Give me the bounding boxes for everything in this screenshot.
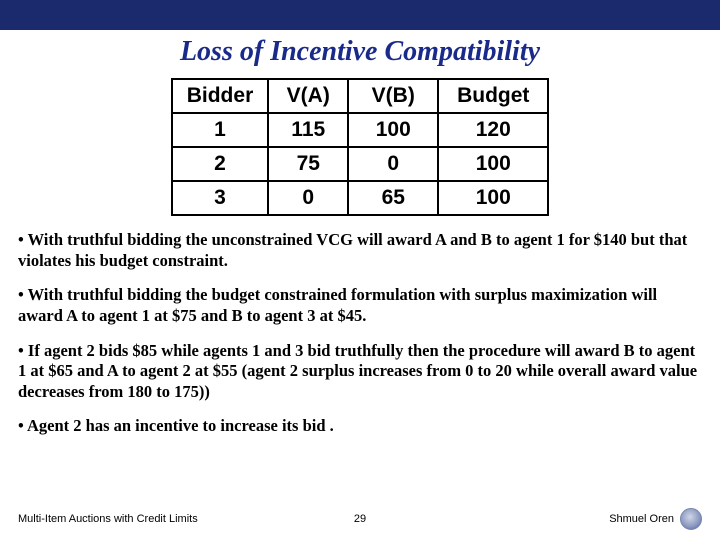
cell: 100	[438, 147, 548, 181]
footer-author: Shmuel Oren	[609, 513, 674, 525]
bullet-list: • With truthful bidding the unconstraine…	[18, 230, 702, 437]
cell: 0	[268, 181, 348, 215]
col-vb: V(B)	[348, 79, 438, 113]
cell: 65	[348, 181, 438, 215]
cell: 75	[268, 147, 348, 181]
cell: 3	[172, 181, 269, 215]
bullet-item: • With truthful bidding the budget const…	[18, 285, 702, 326]
slide-title: Loss of Incentive Compatibility	[0, 36, 720, 68]
table-row: 3 0 65 100	[172, 181, 549, 215]
bidder-table: Bidder V(A) V(B) Budget 1 115 100 120 2 …	[171, 78, 550, 216]
bullet-item: • If agent 2 bids $85 while agents 1 and…	[18, 341, 702, 403]
cell: 100	[348, 113, 438, 147]
cell: 100	[438, 181, 548, 215]
footer: Multi-Item Auctions with Credit Limits 2…	[0, 508, 720, 530]
seal-icon	[680, 508, 702, 530]
col-bidder: Bidder	[172, 79, 269, 113]
cell: 120	[438, 113, 548, 147]
footer-left: Multi-Item Auctions with Credit Limits	[18, 513, 198, 525]
cell: 0	[348, 147, 438, 181]
header-bar	[0, 0, 720, 30]
table-container: Bidder V(A) V(B) Budget 1 115 100 120 2 …	[0, 78, 720, 216]
cell: 2	[172, 147, 269, 181]
table-header-row: Bidder V(A) V(B) Budget	[172, 79, 549, 113]
table-row: 2 75 0 100	[172, 147, 549, 181]
bullet-item: • Agent 2 has an incentive to increase i…	[18, 416, 702, 437]
page-number: 29	[354, 513, 366, 525]
cell: 115	[268, 113, 348, 147]
bullet-item: • With truthful bidding the unconstraine…	[18, 230, 702, 271]
col-budget: Budget	[438, 79, 548, 113]
col-va: V(A)	[268, 79, 348, 113]
cell: 1	[172, 113, 269, 147]
table-row: 1 115 100 120	[172, 113, 549, 147]
